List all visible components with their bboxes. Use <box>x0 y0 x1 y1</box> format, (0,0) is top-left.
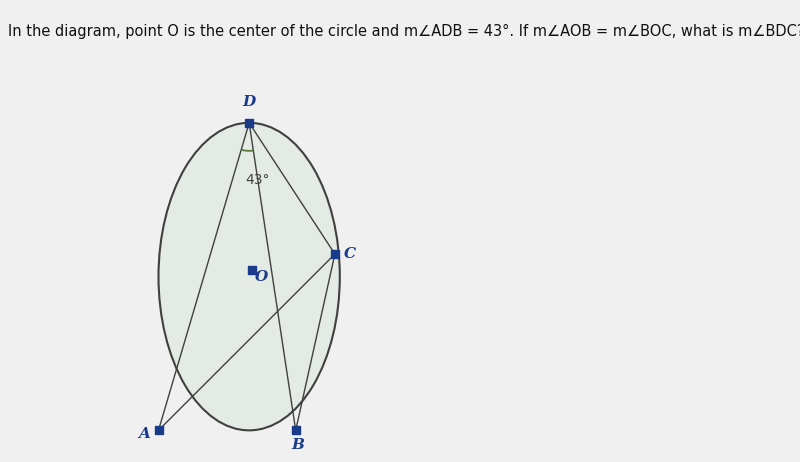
Text: B: B <box>292 438 305 452</box>
Text: O: O <box>254 270 268 284</box>
Ellipse shape <box>158 123 340 430</box>
Text: C: C <box>343 247 356 261</box>
Text: A: A <box>138 427 150 442</box>
Text: 43°: 43° <box>246 173 270 187</box>
Text: D: D <box>242 95 256 109</box>
Text: In the diagram, point O is the center of the circle and m∠ADB = 43°. If m∠AOB = : In the diagram, point O is the center of… <box>8 24 800 39</box>
